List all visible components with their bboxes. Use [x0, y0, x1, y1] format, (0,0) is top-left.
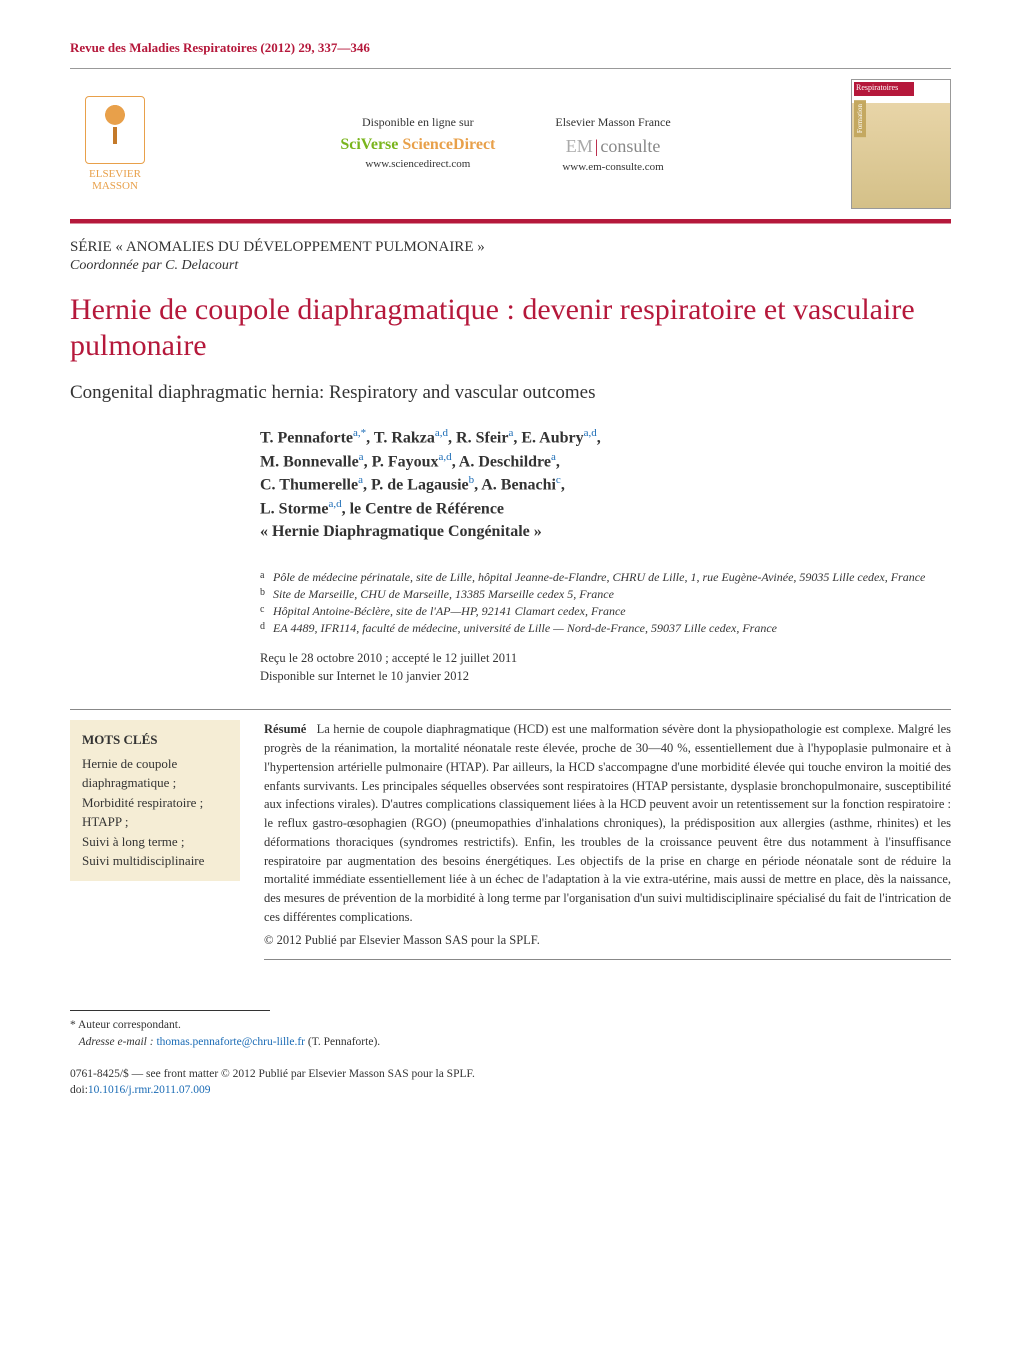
cover-formation: Formation: [854, 100, 866, 137]
article-title-fr: Hernie de coupole diaphragmatique : deve…: [70, 292, 951, 364]
sciverse-part2: ScienceDirect: [398, 136, 495, 153]
corresponding-author: * Auteur correspondant. Adresse e-mail :…: [70, 1017, 951, 1049]
sciverse-block: Disponible en ligne sur SciVerse Science…: [340, 115, 495, 173]
header-row: ELSEVIER MASSON Disponible en ligne sur …: [70, 79, 951, 209]
corr-tail: (T. Pennaforte).: [305, 1036, 380, 1048]
affiliation-d: d EA 4489, IFR114, faculté de médecine, …: [260, 620, 951, 637]
abstract-label: Résumé: [264, 722, 306, 736]
doi-line: doi:10.1016/j.rmr.2011.07.009: [70, 1082, 951, 1098]
red-divider: [70, 219, 951, 225]
corr-email[interactable]: thomas.pennaforte@chru-lille.fr: [156, 1036, 305, 1048]
cover-title: Respiratoires: [856, 83, 898, 92]
authors-list: T. Pennafortea,*, T. Rakzaa,d, R. Sfeira…: [260, 426, 951, 543]
series-coordinator: Coordonnée par C. Delacourt: [70, 258, 951, 274]
article-title-en: Congenital diaphragmatic hernia: Respira…: [70, 382, 951, 404]
journal-cover-thumbnail: Respiratoires Formation: [851, 79, 951, 209]
doi-prefix: doi:: [70, 1084, 88, 1096]
corr-star: * Auteur correspondant.: [70, 1017, 951, 1033]
affiliation-c: c Hôpital Antoine-Béclère, site de l'AP—…: [260, 603, 951, 620]
em-part: EM: [566, 136, 593, 156]
consulte-part: consulte: [600, 136, 660, 156]
keywords-box: MOTS CLÉS Hernie de coupole diaphragmati…: [70, 720, 240, 881]
affiliation-a: a Pôle de médecine périnatale, site de L…: [260, 569, 951, 586]
abstract-text: La hernie de coupole diaphragmatique (HC…: [264, 722, 951, 924]
elsevier-line1: ELSEVIER: [89, 168, 141, 180]
corr-label: Adresse e-mail :: [79, 1036, 154, 1048]
affiliation-b: b Site de Marseille, CHU de Marseille, 1…: [260, 586, 951, 603]
journal-reference: Revue des Maladies Respiratoires (2012) …: [70, 40, 951, 56]
content-row: MOTS CLÉS Hernie de coupole diaphragmati…: [70, 709, 951, 960]
corr-email-line: Adresse e-mail : thomas.pennaforte@chru-…: [70, 1034, 951, 1050]
series-title: SÉRIE « ANOMALIES DU DÉVELOPPEMENT PULMO…: [70, 239, 951, 256]
sciverse-logo[interactable]: SciVerse ScienceDirect: [340, 136, 495, 154]
elsevier-line2: MASSON: [92, 180, 138, 192]
abstract-copyright: © 2012 Publié par Elsevier Masson SAS po…: [264, 931, 951, 950]
affil-a-text: Pôle de médecine périnatale, site de Lil…: [273, 569, 925, 586]
elsevier-logo: ELSEVIER MASSON: [70, 92, 160, 197]
keywords-list: Hernie de coupole diaphragmatique ;Morbi…: [82, 754, 228, 871]
keywords-title: MOTS CLÉS: [82, 730, 228, 750]
affil-b-text: Site de Marseille, CHU de Marseille, 133…: [273, 586, 614, 603]
em-available: Elsevier Masson France: [555, 115, 670, 130]
article-dates: Reçu le 28 octobre 2010 ; accepté le 12 …: [260, 650, 951, 685]
sciverse-part1: SciVerse: [340, 136, 398, 153]
top-divider: [70, 68, 951, 69]
affil-d-text: EA 4489, IFR114, faculté de médecine, un…: [273, 620, 777, 637]
sciverse-url[interactable]: www.sciencedirect.com: [340, 158, 495, 170]
footer-divider: [70, 1010, 270, 1011]
issn-line: 0761-8425/$ — see front matter © 2012 Pu…: [70, 1066, 951, 1082]
doi-block: 0761-8425/$ — see front matter © 2012 Pu…: [70, 1066, 951, 1098]
elsevier-tree-icon: [85, 96, 145, 164]
link-blocks: Disponible en ligne sur SciVerse Science…: [172, 115, 839, 173]
date-received: Reçu le 28 octobre 2010 ; accepté le 12 …: [260, 650, 951, 668]
abstract: Résumé La hernie de coupole diaphragmati…: [264, 720, 951, 960]
em-consulte-logo[interactable]: EM|consulte: [555, 136, 670, 157]
elsevier-text: ELSEVIER MASSON: [89, 168, 141, 192]
em-url[interactable]: www.em-consulte.com: [555, 161, 670, 173]
affiliations: a Pôle de médecine périnatale, site de L…: [260, 569, 951, 636]
sciverse-available: Disponible en ligne sur: [340, 115, 495, 130]
date-online: Disponible sur Internet le 10 janvier 20…: [260, 668, 951, 686]
affil-c-text: Hôpital Antoine-Béclère, site de l'AP—HP…: [273, 603, 626, 620]
doi-value[interactable]: 10.1016/j.rmr.2011.07.009: [88, 1084, 211, 1096]
emconsulte-block: Elsevier Masson France EM|consulte www.e…: [555, 115, 670, 173]
